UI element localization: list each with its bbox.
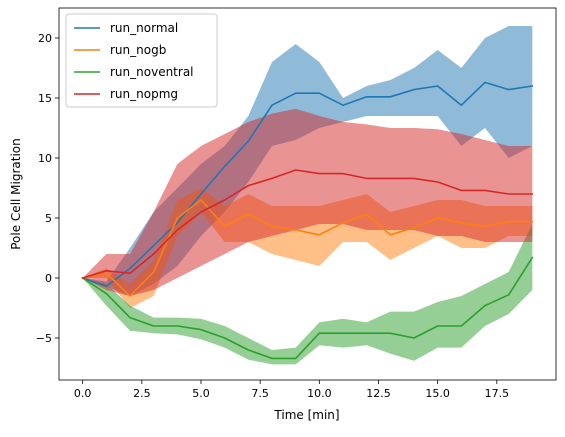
- legend-label-run_noventral: run_noventral: [110, 65, 194, 79]
- y-axis-ticks: −5 0 5 10 15 20: [36, 32, 59, 345]
- x-tick-label: 15.0: [425, 387, 450, 400]
- x-axis-label: Time [min]: [273, 408, 339, 422]
- x-tick-label: 5.0: [192, 387, 210, 400]
- y-tick-label: 5: [45, 212, 52, 225]
- x-tick-label: 17.5: [485, 387, 510, 400]
- x-axis-ticks: 0.0 2.5 5.0 7.5 10.0 12.5 15.0 17.5: [74, 380, 509, 400]
- run_normal-line: [81, 81, 534, 288]
- x-tick-label: 7.5: [251, 387, 269, 400]
- x-tick-label: 0.0: [74, 387, 92, 400]
- legend-label-run_normal: run_normal: [110, 21, 178, 35]
- run_nopmg-band: [82, 108, 533, 296]
- y-tick-label: 0: [45, 272, 52, 285]
- legend-entries: run_normal run_nogb run_noventral run_nopmg: [74, 21, 194, 101]
- run_nogb-line: [81, 199, 534, 297]
- x-tick-label: 2.5: [133, 387, 151, 400]
- legend-label-run_nopmg: run_nopmg: [110, 87, 178, 101]
- x-tick-label: 12.5: [366, 387, 391, 400]
- legend-box: [65, 13, 218, 108]
- run_nopmg-line: [81, 169, 534, 279]
- series-lines: [81, 81, 534, 360]
- y-axis-label: Pole Cell Migration: [9, 138, 23, 250]
- y-tick-label: 15: [38, 92, 52, 105]
- y-tick-label: 10: [38, 152, 52, 165]
- legend: run_normal run_nogb run_noventral run_nopmg: [65, 13, 218, 108]
- plot-frame: [58, 7, 557, 381]
- legend-label-run_nogb: run_nogb: [110, 43, 166, 57]
- y-tick-label: 20: [38, 32, 52, 45]
- run_noventral-line: [81, 256, 534, 360]
- y-tick-label: −5: [36, 332, 52, 345]
- x-tick-label: 10.0: [307, 387, 332, 400]
